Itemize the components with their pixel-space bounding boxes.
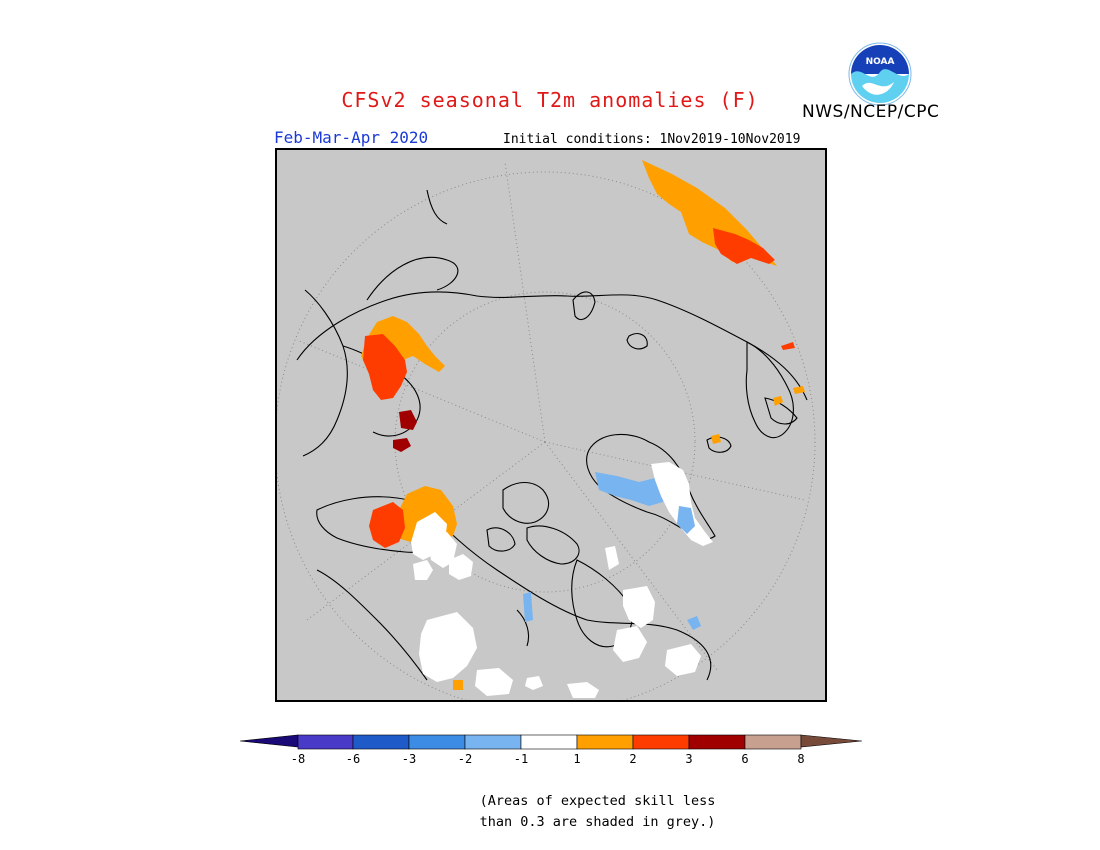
- anomaly-shading: [361, 160, 805, 698]
- legend-swatch: [744, 734, 802, 750]
- legend-swatch-above: [800, 734, 862, 748]
- legend-swatch: [297, 734, 354, 750]
- initial-conditions: Initial conditions: 1Nov2019-10Nov2019: [503, 132, 801, 147]
- legend-tick-label: -2: [458, 752, 472, 766]
- legend-tick-label: 2: [629, 752, 636, 766]
- legend-tick-label: -3: [402, 752, 416, 766]
- legend-tick-label: -8: [291, 752, 305, 766]
- legend-tick-label: -1: [514, 752, 528, 766]
- legend-swatch: [576, 734, 634, 750]
- skill-footnote: (Areas of expected skill less than 0.3 a…: [0, 791, 1100, 833]
- legend-tick-label: 8: [797, 752, 804, 766]
- legend-swatch: [520, 734, 578, 750]
- footnote-line-2: than 0.3 are shaded in grey.): [479, 814, 716, 830]
- legend-tick-label: 6: [741, 752, 748, 766]
- legend-colorbar: -8 -6 -3 -2 -1 1 2 3 6 8: [240, 734, 862, 766]
- legend-swatch: [352, 734, 410, 750]
- agency-label: NWS/NCEP/CPC: [802, 102, 940, 122]
- polar-map: [275, 148, 827, 702]
- forecast-period: Feb-Mar-Apr 2020: [274, 128, 429, 147]
- legend-swatch: [632, 734, 690, 750]
- map-title: CFSv2 seasonal T2m anomalies (F): [341, 88, 759, 112]
- legend-swatch-below: [240, 734, 299, 748]
- footnote-line-1: (Areas of expected skill less: [479, 793, 716, 809]
- legend-tick-label: 1: [573, 752, 580, 766]
- legend-tick-label: 3: [685, 752, 692, 766]
- legend-tick-label: -6: [346, 752, 360, 766]
- polar-map-canvas: [277, 160, 816, 700]
- legend-swatch: [464, 734, 522, 750]
- noaa-logo-text: NOAA: [866, 57, 895, 67]
- legend-swatch: [408, 734, 466, 750]
- coastlines: [296, 189, 808, 681]
- noaa-logo: NOAA: [848, 42, 912, 106]
- legend-swatch: [688, 734, 746, 750]
